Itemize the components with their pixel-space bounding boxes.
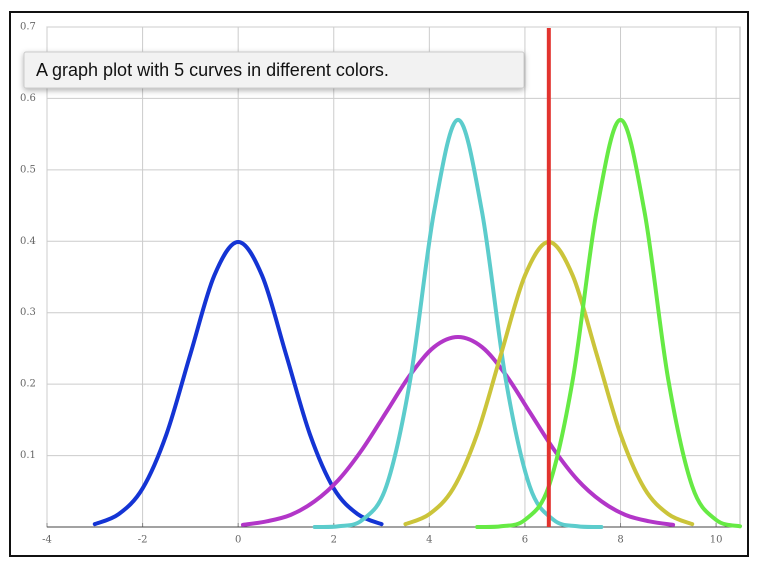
y-tick-label: 0.2 [20,379,36,390]
y-tick-label: 0.6 [20,93,36,104]
x-tick-label: 6 [522,535,528,546]
tooltip: A graph plot with 5 curves in different … [23,51,525,89]
frame [9,11,749,557]
x-tick-label: -4 [42,535,52,546]
y-tick-label: 0.1 [20,450,36,461]
tooltip-box [23,51,525,89]
curve [475,117,742,530]
x-tick-label: 4 [426,535,432,546]
curve [312,117,604,530]
y-tick-label: 0.4 [20,236,36,247]
x-tick-label: 2 [331,535,337,546]
x-tick-label: 0 [235,535,241,546]
curve [240,334,676,527]
y-tick-label: 0.3 [20,307,36,318]
y-tick-label: 0.7 [20,22,36,33]
x-tick-label: 10 [710,535,723,546]
x-tick-label: -2 [138,535,148,546]
x-tick-label: 8 [617,535,623,546]
plot-area: 0.1 0.2 0.3 0.4 0.5 0.6 0.7 -4 -2 0 2 4 6 8 10 [20,22,742,546]
tooltip-text: A graph plot with 5 curves in different … [36,60,389,80]
y-tick-label: 0.5 [20,164,36,175]
